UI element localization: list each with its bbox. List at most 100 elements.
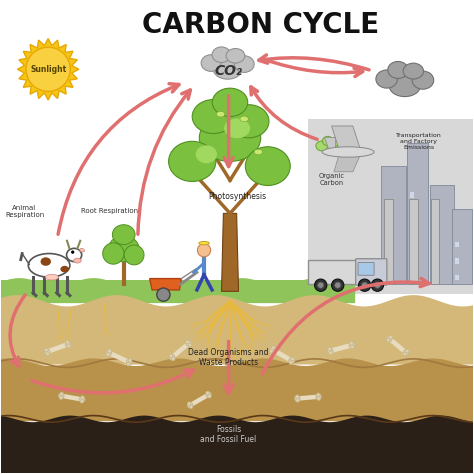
Circle shape — [206, 392, 209, 395]
Ellipse shape — [322, 137, 333, 146]
Ellipse shape — [213, 59, 242, 79]
Ellipse shape — [109, 236, 139, 262]
Text: Fossils
and Fossil Fuel: Fossils and Fossil Fuel — [201, 425, 257, 444]
Circle shape — [317, 393, 320, 397]
Ellipse shape — [192, 100, 235, 134]
Ellipse shape — [403, 63, 423, 79]
Circle shape — [60, 392, 64, 396]
Circle shape — [197, 244, 210, 257]
FancyBboxPatch shape — [384, 275, 388, 281]
Circle shape — [188, 343, 191, 346]
Circle shape — [291, 357, 294, 361]
FancyBboxPatch shape — [308, 260, 357, 284]
Circle shape — [374, 282, 381, 288]
Circle shape — [296, 399, 299, 402]
Text: Organic
Carbon: Organic Carbon — [319, 173, 345, 186]
FancyBboxPatch shape — [433, 242, 437, 247]
Polygon shape — [221, 213, 238, 292]
Ellipse shape — [103, 243, 124, 264]
Text: Root Respiration: Root Respiration — [81, 208, 138, 214]
Polygon shape — [1, 1, 474, 284]
Ellipse shape — [66, 248, 82, 262]
Circle shape — [172, 357, 175, 361]
Circle shape — [386, 338, 390, 342]
Circle shape — [389, 336, 392, 339]
Circle shape — [362, 282, 368, 288]
FancyBboxPatch shape — [452, 209, 472, 284]
Circle shape — [108, 349, 111, 353]
Ellipse shape — [246, 147, 290, 185]
Circle shape — [269, 349, 273, 353]
Ellipse shape — [336, 142, 347, 152]
FancyBboxPatch shape — [433, 275, 437, 281]
FancyBboxPatch shape — [430, 185, 455, 284]
Ellipse shape — [322, 147, 374, 157]
Ellipse shape — [169, 141, 216, 182]
Ellipse shape — [412, 71, 434, 89]
Circle shape — [289, 358, 294, 364]
Ellipse shape — [388, 62, 408, 79]
FancyBboxPatch shape — [384, 225, 388, 231]
Ellipse shape — [212, 88, 248, 117]
Circle shape — [295, 396, 300, 401]
Ellipse shape — [240, 116, 248, 122]
Ellipse shape — [323, 144, 340, 155]
Polygon shape — [18, 38, 79, 100]
Circle shape — [358, 279, 371, 292]
Circle shape — [128, 359, 132, 362]
Text: CO₂: CO₂ — [215, 64, 243, 78]
Circle shape — [189, 405, 193, 409]
Circle shape — [328, 347, 331, 351]
Ellipse shape — [46, 274, 58, 280]
Ellipse shape — [60, 266, 69, 273]
FancyBboxPatch shape — [384, 258, 388, 264]
Circle shape — [44, 349, 50, 355]
FancyBboxPatch shape — [384, 209, 388, 214]
Ellipse shape — [41, 257, 51, 266]
Polygon shape — [334, 156, 360, 172]
Circle shape — [186, 341, 191, 346]
Circle shape — [272, 346, 275, 350]
Circle shape — [26, 47, 70, 91]
FancyBboxPatch shape — [384, 199, 393, 284]
Ellipse shape — [199, 114, 261, 162]
Circle shape — [349, 342, 355, 348]
Ellipse shape — [216, 111, 225, 117]
Circle shape — [316, 394, 321, 400]
FancyBboxPatch shape — [410, 275, 414, 281]
Ellipse shape — [124, 245, 144, 265]
Ellipse shape — [226, 48, 245, 63]
Polygon shape — [332, 126, 360, 148]
Circle shape — [67, 344, 71, 348]
Circle shape — [106, 353, 110, 356]
Circle shape — [317, 397, 320, 400]
Circle shape — [186, 340, 189, 344]
Polygon shape — [1, 280, 355, 303]
Ellipse shape — [316, 141, 328, 151]
FancyBboxPatch shape — [410, 242, 414, 247]
Circle shape — [269, 346, 275, 352]
Circle shape — [332, 279, 344, 292]
Circle shape — [127, 362, 130, 366]
Circle shape — [169, 355, 175, 360]
Text: Transportation
and Factory
Emissions: Transportation and Factory Emissions — [396, 133, 442, 150]
Text: Dead Organisms and
Waste Products: Dead Organisms and Waste Products — [188, 348, 269, 367]
FancyBboxPatch shape — [455, 258, 459, 264]
Polygon shape — [325, 137, 335, 148]
Text: CARBON CYCLE: CARBON CYCLE — [142, 11, 379, 39]
Circle shape — [157, 288, 170, 301]
Ellipse shape — [199, 241, 209, 245]
Circle shape — [328, 348, 333, 354]
Circle shape — [59, 396, 63, 399]
Text: Photosynthesis: Photosynthesis — [208, 192, 266, 201]
Circle shape — [208, 394, 211, 398]
Circle shape — [206, 392, 211, 397]
Circle shape — [71, 250, 74, 254]
Circle shape — [46, 352, 49, 356]
FancyBboxPatch shape — [410, 258, 414, 264]
Circle shape — [295, 395, 299, 399]
Circle shape — [335, 282, 341, 288]
Ellipse shape — [229, 105, 269, 138]
Ellipse shape — [28, 254, 70, 277]
Circle shape — [329, 351, 332, 355]
